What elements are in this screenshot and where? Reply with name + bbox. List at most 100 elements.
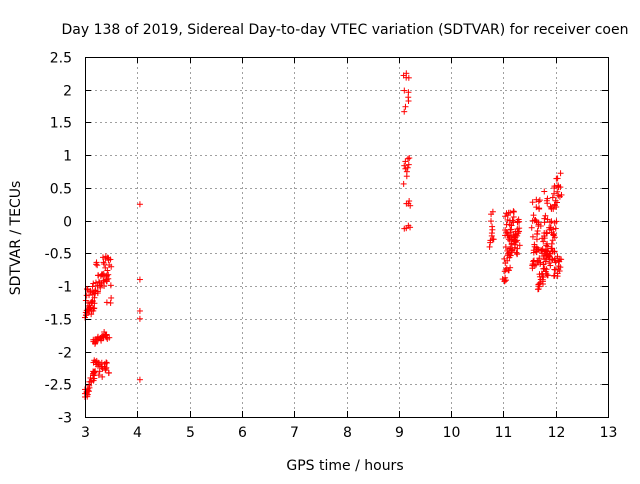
y-tick-labels: 2.5 2 1.5 1 0.5 0 -0.5 -1 -1.5 -2 -2.5 -3 <box>45 51 72 427</box>
data-point <box>537 222 544 229</box>
data-point <box>103 299 110 306</box>
data-point <box>107 299 114 306</box>
data-point <box>405 74 412 81</box>
y-tick-label: 0 <box>63 215 72 231</box>
data-point <box>405 89 412 96</box>
data-point <box>90 280 97 287</box>
data-point <box>558 256 565 263</box>
x-tick-label: 8 <box>343 425 352 441</box>
data-point <box>528 224 535 231</box>
x-tick-label: 9 <box>395 425 404 441</box>
data-point <box>553 175 560 182</box>
data-point <box>90 305 97 312</box>
data-point <box>401 108 408 115</box>
data-point <box>507 226 514 233</box>
y-tick-label: -2 <box>58 346 72 362</box>
data-point <box>547 224 554 231</box>
data-point <box>91 300 98 307</box>
data-point <box>503 229 510 236</box>
data-point <box>105 275 112 282</box>
x-tick-label: 10 <box>443 425 461 441</box>
data-point <box>96 368 103 375</box>
data-point <box>508 222 515 229</box>
data-point <box>554 188 561 195</box>
data-point <box>107 282 114 289</box>
data-point <box>91 375 98 382</box>
data-point <box>104 267 111 274</box>
data-points <box>82 70 565 400</box>
x-tick-labels: 3 4 5 6 7 8 9 10 11 12 13 <box>81 425 617 441</box>
data-point <box>516 228 523 235</box>
data-point <box>89 283 96 290</box>
data-point <box>551 185 558 192</box>
data-point <box>403 168 410 175</box>
y-tick-label: -0.5 <box>45 247 72 263</box>
data-point <box>507 264 514 271</box>
data-point <box>95 372 102 379</box>
data-point <box>406 155 413 162</box>
data-point <box>101 261 108 268</box>
data-point <box>487 239 494 246</box>
data-point <box>407 224 414 231</box>
data-point <box>536 197 543 204</box>
data-point <box>510 208 517 215</box>
data-point <box>509 217 516 224</box>
data-point <box>402 103 409 110</box>
data-point <box>505 267 512 274</box>
data-point <box>502 232 509 239</box>
x-tick-label: 6 <box>238 425 247 441</box>
data-point <box>86 292 93 299</box>
data-point <box>502 244 509 251</box>
data-point <box>102 365 109 372</box>
data-point <box>541 188 548 195</box>
data-point <box>553 199 560 206</box>
data-point <box>406 198 413 205</box>
data-point <box>490 236 497 243</box>
y-tick-label: 1 <box>63 149 72 165</box>
x-tick-label: 3 <box>81 425 90 441</box>
data-point <box>103 364 110 371</box>
y-tick-label: 2.5 <box>50 51 72 67</box>
data-point <box>515 216 522 223</box>
data-point <box>556 268 563 275</box>
data-point <box>502 213 509 220</box>
data-point <box>532 216 539 223</box>
data-point <box>99 373 106 380</box>
data-point <box>551 230 558 237</box>
y-tick-label: -2.5 <box>45 378 72 394</box>
y-axis-label: SDTVAR / TECUs <box>8 181 24 296</box>
data-point <box>86 382 93 389</box>
plot-frame <box>85 57 609 418</box>
data-point <box>543 266 550 273</box>
data-point <box>504 257 511 264</box>
data-point <box>541 219 548 226</box>
data-point <box>529 199 536 206</box>
data-point <box>106 334 113 341</box>
data-point <box>83 285 90 292</box>
data-point <box>541 256 548 263</box>
data-point <box>507 252 514 259</box>
data-point <box>401 162 408 169</box>
data-point <box>534 227 541 234</box>
data-point <box>489 226 496 233</box>
data-point <box>539 276 546 283</box>
data-point <box>544 230 551 237</box>
data-point <box>552 266 559 273</box>
data-point <box>503 277 510 284</box>
data-point <box>93 261 100 268</box>
data-point <box>103 359 110 366</box>
y-tick-label: -3 <box>58 411 72 427</box>
x-tick-label: 4 <box>133 425 142 441</box>
data-point <box>557 264 564 271</box>
data-point <box>553 218 560 225</box>
data-point <box>92 279 99 286</box>
x-axis-label: GPS time / hours <box>286 458 403 474</box>
data-point <box>539 270 546 277</box>
data-point <box>404 155 411 162</box>
y-tick-label: -1 <box>58 280 72 296</box>
data-point <box>553 203 560 210</box>
data-point <box>136 315 143 322</box>
data-point <box>489 208 496 215</box>
data-point <box>552 225 559 232</box>
